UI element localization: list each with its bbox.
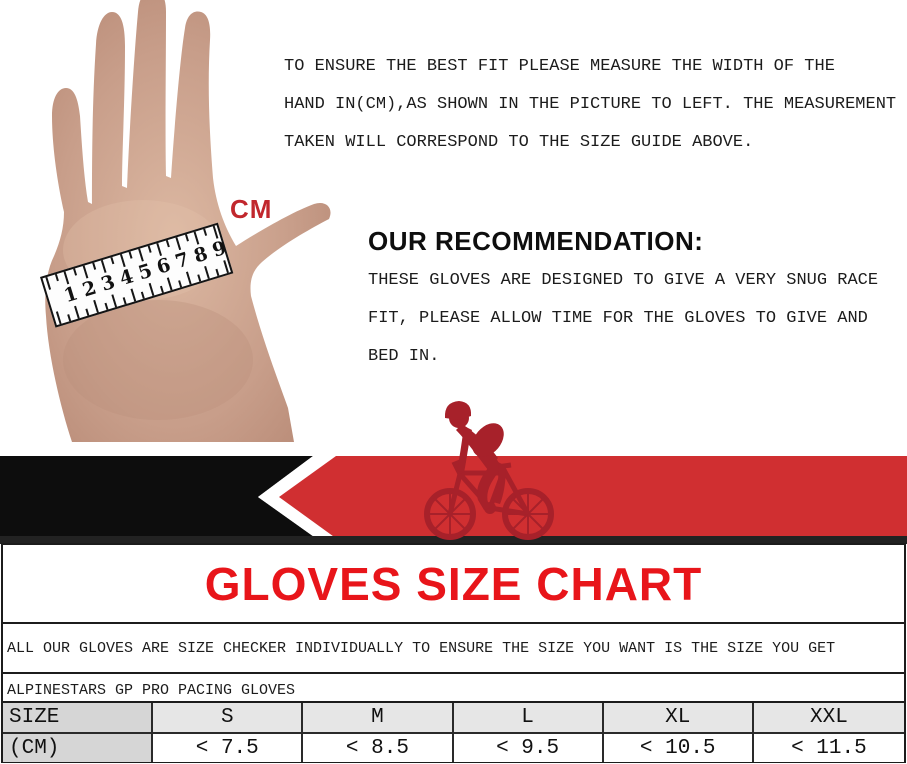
cm-value: < 11.5 [753,734,904,762]
intro-line: TO ENSURE THE BEST FIT PLEASE MEASURE TH… [284,57,835,76]
table-row-label: (CM) [3,734,154,762]
recommendation-line: FIT, PLEASE ALLOW TIME FOR THE GLOVES TO… [368,309,868,328]
cm-value: < 8.5 [303,734,454,762]
recommendation-line: THESE GLOVES ARE DESIGNED TO GIVE A VERY… [368,271,879,290]
size-chart-box: GLOVES SIZE CHART ALL OUR GLOVES ARE SIZ… [1,543,906,763]
size-chart-note: ALL OUR GLOVES ARE SIZE CHECKER INDIVIDU… [7,639,836,657]
ruler-tick [110,257,115,265]
cm-label: CM [230,194,273,224]
intro-line: TAKEN WILL CORRESPOND TO THE SIZE GUIDE … [284,133,754,152]
ruler-number: 3 [98,270,118,296]
size-header: XL [603,703,754,732]
ruler-tick [130,288,136,302]
ruler-tick [141,291,146,299]
ruler-tick [66,314,71,322]
ruler-tick [196,274,201,282]
size-header: M [303,703,454,732]
banner-white-chevron [258,456,338,539]
ruler-number: 6 [154,253,174,279]
ruler-tick [148,282,155,296]
product-name: ALPINESTARS GP PRO PACING GLOVES [7,682,296,699]
ruler-tick [55,311,62,325]
ruler-tick [156,242,163,256]
ruler-number: 5 [135,259,155,285]
ruler-tick [215,268,220,277]
ruler-tick [159,285,164,294]
ruler-tick [63,271,70,285]
ruler-tick [204,265,211,279]
size-chart-title-row: GLOVES SIZE CHART [3,545,904,624]
ruler-tick [74,305,81,319]
ruler-tick [178,280,183,288]
recommendation-heading: OUR RECOMMENDATION: [368,226,704,256]
size-header: L [453,703,604,732]
ruler-tick [167,277,173,291]
ruler-tick [92,299,99,313]
ruler-number: 4 [117,265,137,291]
size-chart-note-row: ALL OUR GLOVES ARE SIZE CHECKER INDIVIDU… [3,624,904,674]
intro-line: HAND IN(CM),AS SHOWN IN THE PICTURE TO L… [284,95,897,114]
size-header: S [153,703,304,732]
table-row-size: SIZE S M L XL XXL [3,703,904,734]
ruler-tick [104,302,108,311]
hand-silhouette [45,0,331,442]
ruler-tick [91,262,96,270]
banner-red [279,456,907,539]
ruler-tick [45,276,52,290]
size-header: XXL [753,703,904,732]
ruler-tick [222,260,229,274]
ruler-tick [111,294,118,308]
table-row-cm: (CM) < 7.5 < 8.5 < 9.5 < 10.5 < 11.5 [3,734,904,762]
recommendation-paragraph: THESE GLOVES ARE DESIGNED TO GIVE A VERY… [368,262,878,376]
ruler-tick [122,297,127,305]
ruler-tick [119,254,126,268]
ruler-tick [165,239,170,248]
ruler-tick [212,225,219,239]
ruler-tick [175,237,181,251]
ruler-tick [82,265,89,279]
cm-value: < 9.5 [453,734,604,762]
ruler-tick [73,268,78,276]
recommendation-line: BED IN. [368,347,440,366]
banner-stripe [0,456,907,544]
ruler-tick [85,308,90,316]
ruler-number: 2 [79,276,100,302]
ruler-tick [193,231,200,245]
ruler-tick [54,274,59,282]
ruler-tick [128,251,133,259]
ruler-tick [147,245,152,253]
ruler-number: 1 [61,282,81,308]
intro-paragraph: TO ENSURE THE BEST FIT PLEASE MEASURE TH… [284,48,896,162]
ruler-tick [101,259,107,273]
banner-black [0,456,317,539]
ruler-number: 8 [191,242,211,268]
cm-value: < 7.5 [153,734,304,762]
cyclist-icon [424,401,554,540]
ruler-number: 7 [172,248,192,274]
ruler-tick [138,248,144,262]
ruler-tick [184,234,189,242]
size-chart-title: GLOVES SIZE CHART [204,557,703,610]
table-row-label: SIZE [3,703,154,732]
cm-value: < 10.5 [603,734,754,762]
ruler-tick [203,228,208,236]
ruler-tick [185,271,192,285]
size-chart-product-row: ALPINESTARS GP PRO PACING GLOVES [3,674,904,703]
